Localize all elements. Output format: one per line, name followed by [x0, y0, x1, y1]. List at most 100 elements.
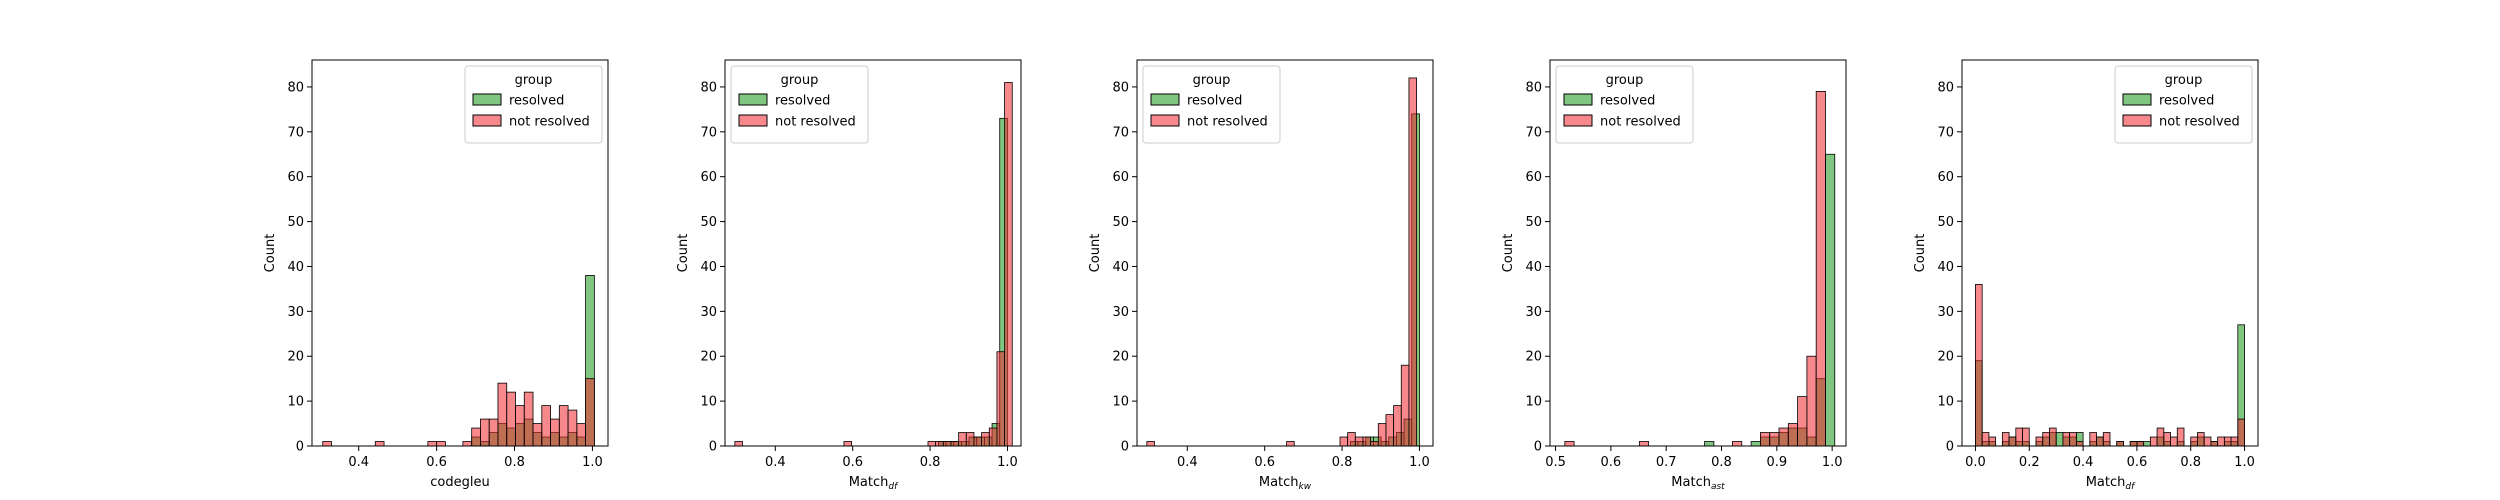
y-tick-label: 40 [1937, 260, 1954, 275]
y-tick-label: 30 [1937, 305, 1954, 320]
bar-not-resolved [550, 418, 560, 447]
bar-not-resolved [488, 418, 499, 447]
histogram-panel-4: 0.5 0.6 0.7 0.8 0.9 1.0 0 10 20 30 40 50 60 70 80 Count… [1501, 59, 1847, 492]
x-tick-label: 1.0 [997, 455, 1018, 470]
y-axis-label: Count [1501, 234, 1516, 273]
bar-not-resolved [734, 441, 743, 447]
y-tick-label: 70 [1937, 125, 1954, 140]
x-axis-label: Matchdf [2086, 475, 2136, 492]
bar-not-resolved [2230, 436, 2239, 447]
legend: group resolved not resolved [2114, 65, 2253, 144]
bar-not-resolved [1638, 441, 1650, 447]
y-tick-label: 70 [1525, 125, 1542, 140]
x-tick-label: 0.6 [842, 455, 863, 470]
bar-not-resolved [2015, 427, 2023, 447]
bar-not-resolved [1732, 441, 1743, 447]
legend: group resolved not resolved [464, 65, 603, 144]
bar-not-resolved [2170, 436, 2178, 447]
y-tick-label: 80 [700, 80, 717, 95]
bar-not-resolved [480, 418, 490, 447]
bar-not-resolved [462, 441, 473, 447]
x-tick-label: 0.5 [1545, 455, 1566, 470]
bar-resolved [1825, 153, 1836, 447]
y-tick-label: 0 [1534, 440, 1542, 455]
bar-not-resolved [471, 427, 481, 447]
bar-not-resolved [958, 432, 967, 447]
legend-swatch-not-resolved [1150, 114, 1180, 127]
y-tick-label: 40 [287, 260, 304, 275]
bar-not-resolved [1797, 396, 1808, 447]
y-tick-label: 80 [287, 80, 304, 95]
y-tick-label: 70 [700, 125, 717, 140]
axes-frame [1136, 59, 1434, 447]
x-tick-label: 0.8 [504, 455, 525, 470]
bar-not-resolved [2008, 436, 2017, 447]
bar-not-resolved [1564, 441, 1575, 447]
y-tick-label: 40 [1112, 260, 1129, 275]
y-tick-label: 60 [1112, 170, 1129, 185]
bar-not-resolved [2001, 432, 2010, 447]
bar-not-resolved [523, 391, 534, 447]
bar-not-resolved [2190, 436, 2198, 447]
axes-frame [1549, 59, 1847, 447]
legend-title: group [781, 73, 819, 88]
y-tick-label: 0 [1121, 440, 1129, 455]
bar-not-resolved [935, 441, 944, 447]
bar-not-resolved [2035, 436, 2044, 447]
bar-not-resolved [1988, 436, 1997, 447]
y-tick-label: 70 [1112, 125, 1129, 140]
bar-not-resolved [436, 441, 446, 447]
x-axis-label: Matchast [1671, 475, 1725, 492]
y-tick-label: 20 [1112, 350, 1129, 365]
y-tick-label: 80 [1525, 80, 1542, 95]
axes-frame [311, 59, 609, 447]
legend-swatch-resolved [2122, 93, 2152, 106]
x-tick-label: 0.4 [2073, 455, 2094, 470]
x-tick-label: 0.6 [2127, 455, 2148, 470]
y-axis-label: Count [1913, 234, 1928, 273]
legend-swatch-not-resolved [1563, 114, 1593, 127]
bar-not-resolved [322, 441, 332, 447]
bar-not-resolved [2210, 441, 2219, 447]
bar-not-resolved [950, 441, 960, 447]
x-tick-label: 0.8 [2180, 455, 2201, 470]
y-tick-label: 10 [1112, 395, 1129, 410]
bar-not-resolved [2075, 441, 2084, 447]
x-axis-label: Matchkw [1259, 475, 1312, 492]
legend-label-not-resolved: not resolved [1187, 115, 1268, 130]
x-tick-label: 0.8 [1332, 455, 1353, 470]
axes-frame [1961, 59, 2259, 447]
y-axis-label: Count [1088, 234, 1103, 273]
bar-resolved [1750, 441, 1761, 447]
x-tick-label: 0.6 [426, 455, 447, 470]
y-tick-label: 60 [1937, 170, 1954, 185]
bar-not-resolved [2102, 432, 2111, 447]
x-tick-label: 0.8 [1711, 455, 1732, 470]
y-tick-label: 0 [296, 440, 304, 455]
legend-title: group [1193, 73, 1231, 88]
legend-label-resolved: resolved [775, 94, 830, 109]
bar-not-resolved [1981, 432, 1990, 447]
x-tick-label: 1.0 [1822, 455, 1843, 470]
x-axis-label: codegleu [430, 475, 489, 490]
y-tick-label: 50 [700, 215, 717, 230]
bar-not-resolved [532, 423, 543, 447]
bar-not-resolved [427, 441, 438, 447]
bar-not-resolved [576, 423, 587, 447]
x-tick-label: 0.4 [348, 455, 369, 470]
legend-label-not-resolved: not resolved [509, 115, 590, 130]
axes-frame [724, 59, 1022, 447]
bar-not-resolved [1778, 427, 1789, 447]
y-tick-label: 60 [700, 170, 717, 185]
y-tick-label: 10 [1525, 395, 1542, 410]
bar-not-resolved [1400, 364, 1410, 447]
legend-label-resolved: resolved [509, 94, 564, 109]
y-tick-label: 20 [1525, 350, 1542, 365]
bar-not-resolved [1004, 82, 1013, 447]
bar-not-resolved [1975, 284, 1983, 447]
y-tick-label: 10 [700, 395, 717, 410]
legend: group resolved not resolved [1142, 65, 1281, 144]
y-tick-label: 20 [1937, 350, 1954, 365]
legend-swatch-resolved [472, 93, 502, 106]
